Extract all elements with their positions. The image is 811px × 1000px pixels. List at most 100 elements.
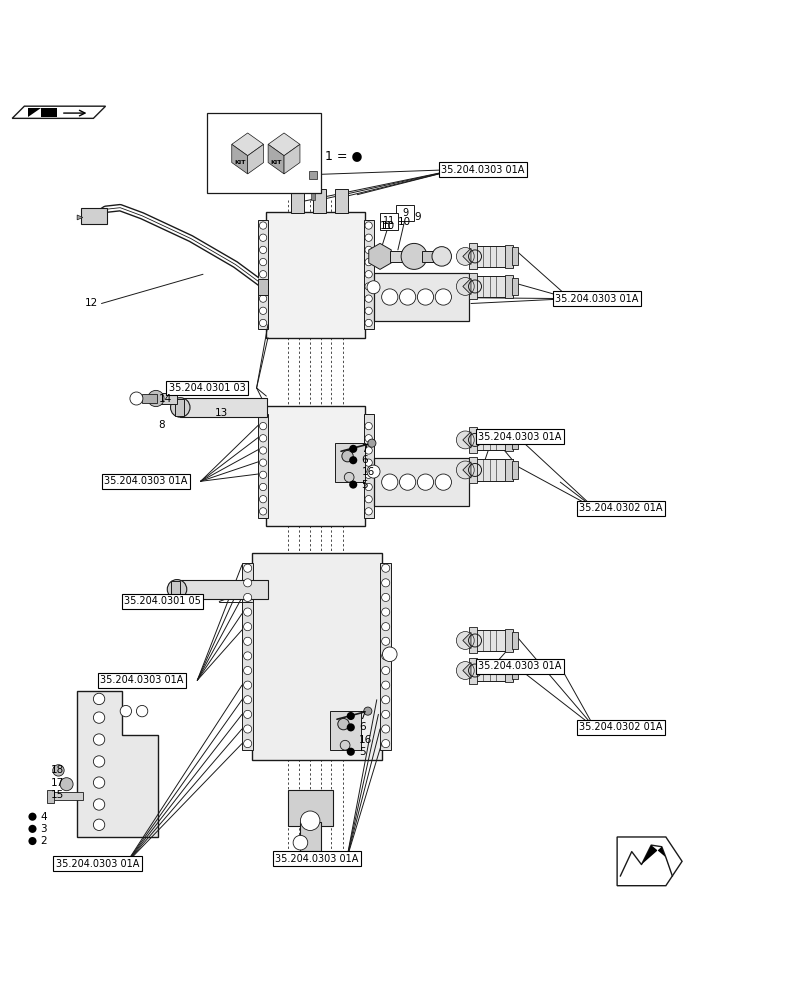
Polygon shape (462, 278, 470, 295)
Text: 35.204.0303 01A: 35.204.0303 01A (56, 859, 139, 869)
Circle shape (364, 283, 371, 290)
Circle shape (243, 637, 251, 645)
Circle shape (381, 681, 389, 689)
Circle shape (364, 271, 371, 278)
Circle shape (259, 422, 266, 430)
Circle shape (120, 705, 131, 717)
Circle shape (364, 307, 371, 314)
Circle shape (259, 319, 266, 327)
Circle shape (93, 819, 105, 830)
Bar (511, 278, 517, 295)
Text: 35.204.0303 01A: 35.204.0303 01A (275, 854, 358, 864)
Polygon shape (77, 691, 158, 837)
Circle shape (259, 283, 266, 290)
Circle shape (364, 471, 371, 478)
Bar (504, 275, 513, 298)
Circle shape (364, 508, 371, 515)
Polygon shape (28, 108, 41, 117)
Circle shape (381, 579, 389, 587)
Bar (504, 659, 513, 682)
Circle shape (243, 681, 251, 689)
Bar (469, 427, 477, 453)
Circle shape (364, 483, 371, 491)
Circle shape (381, 289, 397, 305)
Bar (312, 189, 325, 213)
Circle shape (349, 456, 357, 464)
Circle shape (243, 666, 251, 675)
Circle shape (381, 637, 389, 645)
Bar (300, 822, 320, 851)
Circle shape (364, 258, 371, 266)
Circle shape (363, 707, 371, 715)
Circle shape (259, 295, 266, 302)
Circle shape (259, 222, 266, 229)
Bar (288, 790, 333, 826)
Polygon shape (616, 837, 681, 886)
Text: 35.204.0302 01A: 35.204.0302 01A (579, 503, 662, 513)
Bar (142, 394, 157, 403)
Bar (266, 212, 365, 338)
Polygon shape (368, 243, 391, 269)
Circle shape (93, 693, 105, 705)
Bar (334, 443, 365, 482)
Circle shape (381, 725, 389, 733)
Text: 11: 11 (380, 221, 393, 231)
Bar (470, 246, 513, 267)
Bar (266, 406, 365, 526)
Circle shape (364, 422, 371, 430)
Text: 4: 4 (41, 812, 47, 822)
Circle shape (381, 710, 389, 718)
Circle shape (381, 740, 389, 748)
Polygon shape (12, 106, 105, 118)
Bar (258, 414, 268, 518)
Circle shape (435, 289, 451, 305)
Bar (470, 276, 513, 297)
Circle shape (417, 474, 433, 490)
Bar (330, 711, 361, 750)
Bar (363, 220, 373, 329)
Circle shape (364, 319, 371, 327)
Polygon shape (462, 248, 470, 265)
Circle shape (381, 474, 397, 490)
Text: 35.204.0303 01A: 35.204.0303 01A (478, 432, 560, 442)
Bar (207, 113, 320, 193)
Circle shape (364, 234, 371, 241)
Polygon shape (641, 845, 672, 876)
Circle shape (259, 258, 266, 266)
Text: 35.204.0303 01A: 35.204.0303 01A (441, 165, 524, 175)
Text: 16: 16 (361, 467, 374, 477)
Circle shape (337, 718, 349, 730)
Circle shape (259, 234, 266, 241)
Bar (170, 581, 180, 597)
Text: 16: 16 (358, 735, 371, 745)
Text: 13: 13 (215, 408, 228, 418)
Circle shape (364, 459, 371, 466)
Bar (469, 457, 477, 483)
Circle shape (300, 811, 320, 830)
Circle shape (259, 471, 266, 478)
Text: 35.204.0303 01A: 35.204.0303 01A (555, 294, 637, 304)
Circle shape (456, 278, 474, 295)
Circle shape (93, 734, 105, 745)
Circle shape (93, 777, 105, 788)
Bar (511, 662, 517, 679)
Text: 14: 14 (158, 394, 171, 404)
Circle shape (243, 579, 251, 587)
Bar (251, 553, 381, 760)
Bar (334, 189, 347, 213)
Text: 2: 2 (41, 836, 47, 846)
Bar (504, 629, 513, 652)
Text: 5: 5 (361, 480, 367, 490)
Polygon shape (462, 462, 470, 478)
Circle shape (243, 740, 251, 748)
Circle shape (60, 778, 73, 791)
Text: 1 = ●: 1 = ● (324, 149, 362, 162)
Circle shape (344, 472, 354, 482)
Circle shape (340, 740, 350, 750)
Bar (470, 429, 513, 450)
Circle shape (346, 712, 354, 720)
Bar (174, 399, 184, 416)
Polygon shape (284, 144, 299, 174)
Polygon shape (462, 662, 470, 679)
Circle shape (243, 652, 251, 660)
